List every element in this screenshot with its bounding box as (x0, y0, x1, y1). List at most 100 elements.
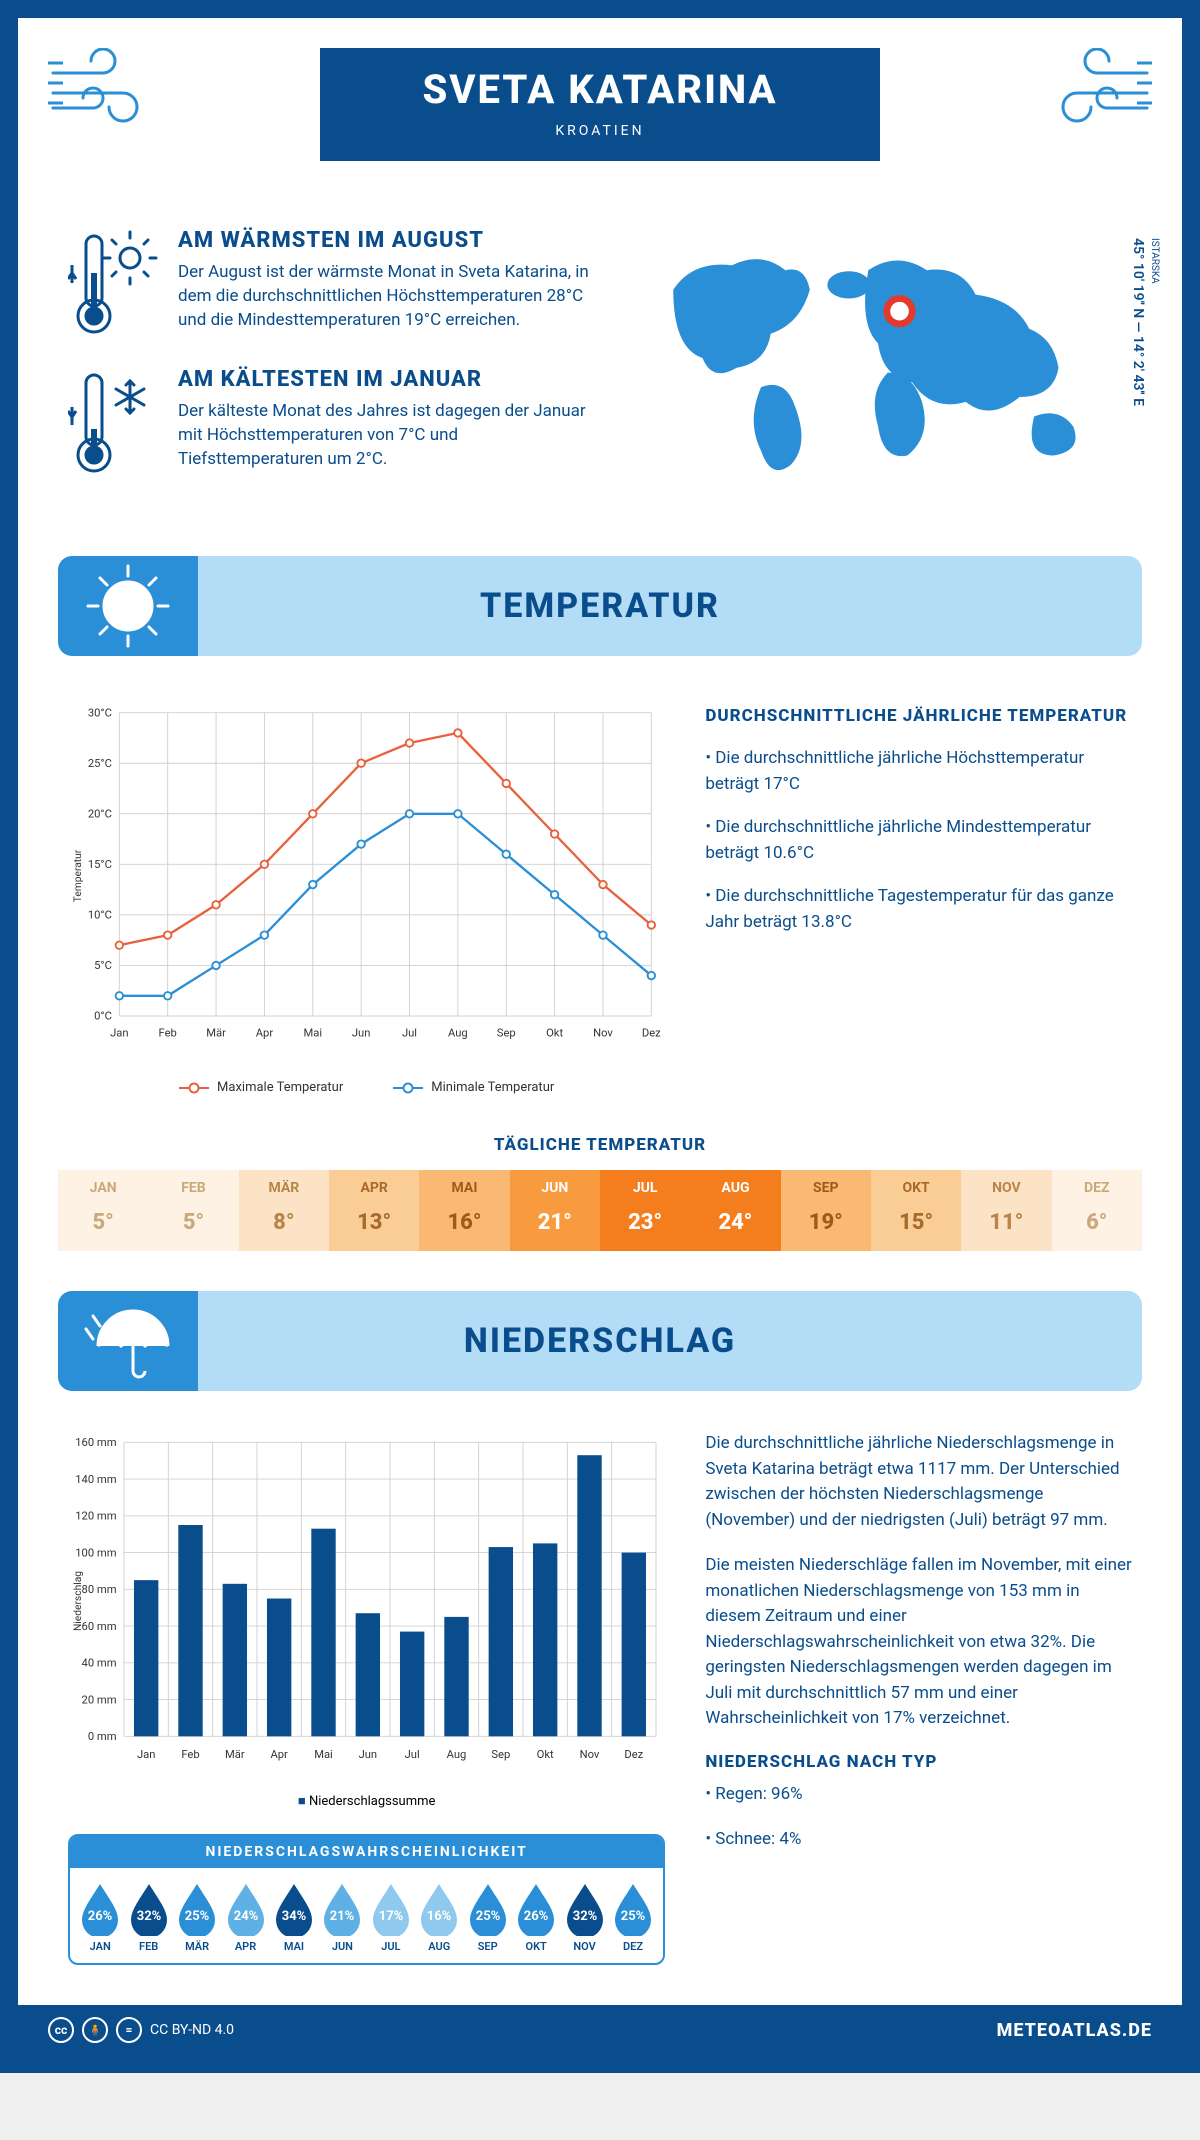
temperature-body: 0°C5°C10°C15°C20°C25°C30°CJanFebMärAprMa… (18, 686, 1182, 1115)
precipitation-heading: NIEDERSCHLAG (464, 1321, 736, 1361)
month-cell: AUG24° (690, 1170, 780, 1251)
precip-type-item: • Regen: 96% (705, 1782, 1132, 1808)
fact-cold-text: Der kälteste Monat des Jahres ist dagege… (178, 400, 604, 471)
precip-prob-title: NIEDERSCHLAGSWAHRSCHEINLICHKEIT (70, 1836, 663, 1868)
intro-section: AM WÄRMSTEN IM AUGUST Der August ist der… (18, 218, 1182, 536)
svg-text:40 mm: 40 mm (82, 1657, 117, 1670)
month-cell: FEB5° (148, 1170, 238, 1251)
svg-text:Jan: Jan (110, 1027, 128, 1040)
svg-text:0 mm: 0 mm (88, 1730, 117, 1743)
svg-text:20°C: 20°C (88, 808, 112, 821)
legend-item: .legend-swatch[style*='#2a8fd6']::after{… (393, 1080, 554, 1095)
precip-para-2: Die meisten Niederschläge fallen im Nove… (705, 1553, 1132, 1732)
svg-text:Nov: Nov (593, 1027, 613, 1040)
svg-text:5°C: 5°C (94, 959, 112, 972)
svg-text:Apr: Apr (270, 1748, 288, 1761)
svg-text:Dez: Dez (624, 1748, 643, 1761)
world-map-icon (644, 228, 1132, 488)
precip-legend: Niederschlagssumme (68, 1793, 665, 1809)
svg-text:Dez: Dez (642, 1027, 661, 1040)
precipitation-section-header: NIEDERSCHLAG (58, 1291, 1142, 1391)
site-name: METEOATLAS.DE (997, 2020, 1152, 2041)
footer: cc 🧍 = CC BY-ND 4.0 METEOATLAS.DE (18, 2005, 1182, 2055)
svg-text:Jun: Jun (359, 1748, 378, 1761)
month-cell: APR13° (329, 1170, 419, 1251)
svg-text:Mär: Mär (206, 1027, 226, 1040)
world-map-panel: ISTARSKA 45° 10' 19'' N — 14° 2' 43'' E (644, 228, 1132, 506)
title-banner: SVETA KATARINA KROATIEN (320, 48, 880, 161)
month-cell: MÄR8° (239, 1170, 329, 1251)
prob-drop: 24%APR (221, 1880, 269, 1953)
svg-text:Mär: Mär (225, 1748, 245, 1761)
month-cell: MAI16° (419, 1170, 509, 1251)
temp-bullet: • Die durchschnittliche jährliche Höchst… (705, 746, 1132, 797)
temperature-section-header: TEMPERATUR (58, 556, 1142, 656)
header: SVETA KATARINA KROATIEN (18, 18, 1182, 218)
svg-text:25%: 25% (621, 1909, 646, 1924)
fact-warm-text: Der August ist der wärmste Monat in Svet… (178, 261, 604, 332)
svg-text:32%: 32% (136, 1909, 161, 1924)
svg-text:34%: 34% (282, 1909, 307, 1924)
svg-text:20 mm: 20 mm (82, 1693, 117, 1706)
svg-text:Jul: Jul (405, 1748, 420, 1761)
fact-coldest: AM KÄLTESTEN IM JANUAR Der kälteste Mona… (68, 367, 604, 481)
location-country: KROATIEN (320, 123, 880, 139)
prob-drop: 17%JUL (367, 1880, 415, 1953)
temp-bullet: • Die durchschnittliche Tagestemperatur … (705, 884, 1132, 935)
temp-bullet: • Die durchschnittliche jährliche Mindes… (705, 815, 1132, 866)
daily-temp-strip: JAN5°FEB5°MÄR8°APR13°MAI16°JUN21°JUL23°A… (58, 1170, 1142, 1251)
nd-icon: = (116, 2017, 142, 2043)
daily-temp-title: TÄGLICHE TEMPERATUR (18, 1135, 1182, 1155)
month-cell: OKT15° (871, 1170, 961, 1251)
prob-drop: 25%MÄR (173, 1880, 221, 1953)
intro-facts: AM WÄRMSTEN IM AUGUST Der August ist der… (68, 228, 604, 506)
svg-text:25°C: 25°C (88, 757, 112, 770)
prob-drop: 25%SEP (464, 1880, 512, 1953)
precipitation-chart: 0 mm20 mm40 mm60 mm80 mm100 mm120 mm140 … (68, 1421, 665, 1781)
svg-text:160 mm: 160 mm (75, 1436, 116, 1449)
prob-drop: 21%JUN (318, 1880, 366, 1953)
prob-drop: 16%AUG (415, 1880, 463, 1953)
fact-warm-title: AM WÄRMSTEN IM AUGUST (178, 228, 604, 253)
svg-text:Feb: Feb (181, 1748, 199, 1761)
temperature-summary: DURCHSCHNITTLICHE JÄHRLICHE TEMPERATUR •… (705, 686, 1132, 1095)
svg-text:Okt: Okt (546, 1027, 563, 1040)
svg-text:120 mm: 120 mm (75, 1510, 116, 1523)
umbrella-icon (58, 1291, 198, 1391)
month-cell: SEP19° (781, 1170, 871, 1251)
svg-text:21%: 21% (330, 1909, 355, 1924)
temperature-heading: TEMPERATUR (480, 586, 720, 626)
svg-text:Nov: Nov (580, 1748, 600, 1761)
svg-text:Sep: Sep (497, 1027, 516, 1040)
svg-text:Aug: Aug (448, 1027, 468, 1040)
prob-drop: 25%DEZ (609, 1880, 657, 1953)
month-cell: JUL23° (600, 1170, 690, 1251)
svg-text:Aug: Aug (447, 1748, 467, 1761)
month-cell: DEZ6° (1052, 1170, 1142, 1251)
fact-cold-title: AM KÄLTESTEN IM JANUAR (178, 367, 604, 392)
svg-text:Temperatur: Temperatur (71, 849, 84, 902)
month-cell: JAN5° (58, 1170, 148, 1251)
svg-text:26%: 26% (524, 1909, 549, 1924)
temp-summary-heading: DURCHSCHNITTLICHE JÄHRLICHE TEMPERATUR (705, 706, 1132, 726)
svg-text:140 mm: 140 mm (75, 1473, 116, 1486)
prob-drop: 34%MAI (270, 1880, 318, 1953)
precipitation-summary: Die durchschnittliche jährliche Niedersc… (705, 1421, 1132, 1965)
svg-text:25%: 25% (185, 1909, 210, 1924)
svg-text:26%: 26% (88, 1909, 113, 1924)
infographic-page: SVETA KATARINA KROATIEN AM WÄR (0, 0, 1200, 2073)
svg-text:Niederschlag: Niederschlag (71, 1571, 84, 1631)
svg-text:30°C: 30°C (88, 706, 112, 719)
svg-text:0°C: 0°C (94, 1010, 112, 1023)
location-title: SVETA KATARINA (320, 66, 880, 113)
svg-text:100 mm: 100 mm (75, 1546, 116, 1559)
precip-type-heading: NIEDERSCHLAG NACH TYP (705, 1752, 1132, 1772)
svg-text:15°C: 15°C (88, 858, 112, 871)
svg-text:32%: 32% (572, 1909, 597, 1924)
prob-drop: 26%OKT (512, 1880, 560, 1953)
svg-text:25%: 25% (475, 1909, 500, 1924)
svg-text:60 mm: 60 mm (82, 1620, 117, 1633)
location-marker (887, 299, 912, 324)
precipitation-body: 0 mm20 mm40 mm60 mm80 mm100 mm120 mm140 … (18, 1421, 1182, 1985)
wind-icon-right (1032, 48, 1152, 128)
